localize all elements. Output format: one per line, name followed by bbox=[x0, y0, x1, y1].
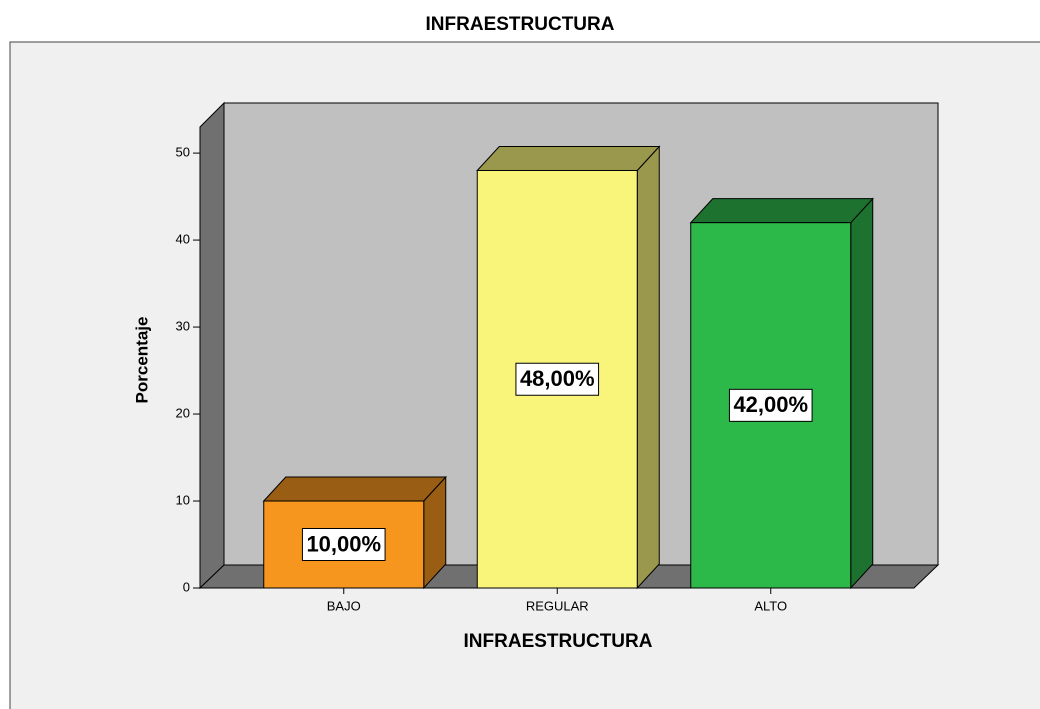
y-tick-label: 20 bbox=[176, 405, 190, 420]
side-wall bbox=[199, 101, 225, 590]
bar-top bbox=[476, 145, 661, 171]
y-axis-title: Porcentaje bbox=[132, 317, 151, 404]
x-axis-title: INFRAESTRUCTURA bbox=[464, 631, 653, 652]
x-tick-label: ALTO bbox=[754, 598, 787, 613]
value-label-box bbox=[301, 528, 386, 562]
y-tick-label: 50 bbox=[176, 145, 190, 160]
x-tick-label: REGULAR bbox=[526, 598, 589, 613]
chart-title: INFRAESTRUCTURA bbox=[426, 14, 615, 35]
x-tick-label: BAJO bbox=[327, 598, 361, 613]
bar-side bbox=[636, 145, 660, 590]
value-label-box bbox=[515, 362, 600, 396]
y-tick-label: 0 bbox=[183, 579, 190, 594]
y-tick-label: 30 bbox=[176, 318, 190, 333]
value-label: 10,00% bbox=[306, 531, 381, 556]
bar-side bbox=[850, 197, 874, 590]
bar-top bbox=[262, 476, 447, 502]
value-label: 42,00% bbox=[733, 392, 808, 417]
y-tick-label: 40 bbox=[176, 232, 190, 247]
bar-top bbox=[689, 198, 874, 224]
y-tick-label: 10 bbox=[176, 492, 190, 507]
value-label: 48,00% bbox=[520, 366, 595, 391]
value-label-box bbox=[728, 388, 813, 422]
